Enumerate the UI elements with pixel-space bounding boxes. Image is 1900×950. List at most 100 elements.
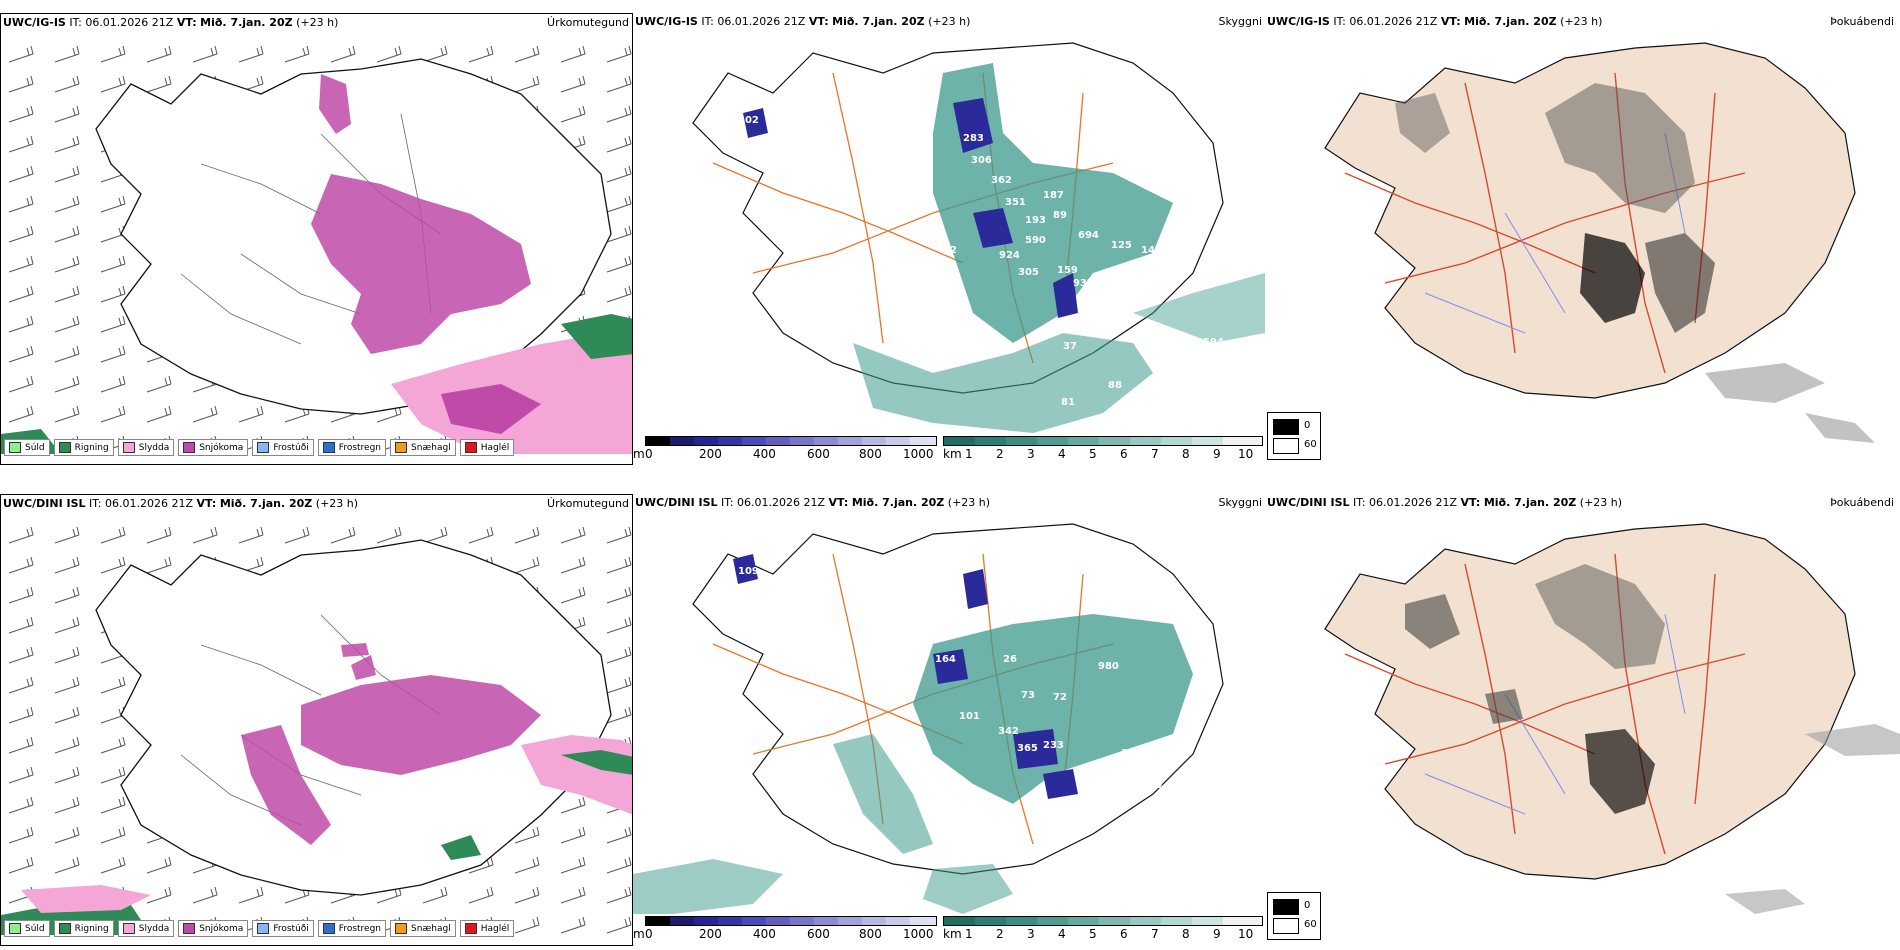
fog-high-label: 0	[1304, 420, 1311, 431]
legend-item-sleet: Slydda	[117, 439, 175, 456]
legend-label: Rigning	[74, 923, 109, 934]
visibility-tick: 2	[996, 927, 1004, 941]
cell-label: 342	[998, 726, 1019, 737]
legend-item-hail: Haglél	[459, 920, 515, 937]
lead-time: (+23 h)	[928, 15, 971, 28]
visibility-title: Skyggni	[1218, 15, 1262, 28]
visibility-tick: 5	[1089, 927, 1097, 941]
fog-title: Þokuábendi	[1830, 496, 1894, 509]
cell-label: 36	[1126, 768, 1140, 779]
cell-label: 147	[833, 904, 854, 915]
panel-title: UWC/IG-IS IT: 06.01.2026 21Z VT: Mið. 7.…	[1267, 15, 1602, 28]
cell-label: 102	[738, 115, 759, 126]
fog-panel-top: UWC/IG-IS IT: 06.01.2026 21Z VT: Mið. 7.…	[1265, 13, 1900, 465]
legend-label: Frostregn	[338, 923, 382, 934]
legend-label: Snæhagl	[411, 923, 451, 934]
cell-label: 980	[1098, 661, 1119, 672]
legend-item-drizzle: Súld	[4, 439, 50, 456]
valid-time: Mið. 7.jan. 20Z	[200, 16, 293, 29]
visibility-title: Skyggni	[1218, 496, 1262, 509]
visibility-tick: 9	[1213, 447, 1221, 461]
init-time: IT: 06.01.2026 21Z	[69, 16, 174, 29]
snow-swatch	[183, 923, 196, 934]
sleet-swatch	[122, 923, 135, 934]
cell-label: 125	[1121, 748, 1142, 759]
cell-label: 81	[1061, 397, 1075, 408]
cell-label: 89	[1053, 210, 1067, 221]
legend-label: Slydda	[138, 442, 170, 453]
cell-label: 365	[1017, 743, 1038, 754]
cell-label: 164	[935, 654, 956, 665]
legend-label: Súld	[25, 442, 45, 453]
snow-pellets-swatch	[395, 923, 408, 934]
legend-label: Frostregn	[338, 442, 382, 453]
cell-label: 233	[1043, 740, 1064, 751]
valid-time: Mið. 7.jan. 20Z	[1483, 496, 1577, 509]
model-name: UWC/IG-IS	[635, 15, 698, 28]
hail-swatch	[464, 923, 477, 934]
valid-label: VT:	[1440, 15, 1461, 28]
cell-label: 300	[1198, 816, 1219, 827]
precip-type-map-bottom	[1, 515, 632, 935]
ceiling-unit: m	[633, 927, 645, 941]
cell-label: 34	[1061, 816, 1075, 827]
cell-label: 263	[1088, 776, 1109, 787]
rain-swatch	[58, 442, 71, 453]
cell-label: 76	[943, 614, 957, 625]
visibility-tick: 9	[1213, 927, 1221, 941]
lead-time: (+23 h)	[947, 496, 991, 509]
legend-item-freezing-rain: Frostregn	[317, 439, 387, 456]
model-name: UWC/DINI ISL	[3, 497, 86, 510]
ceiling-tick: 600	[807, 927, 830, 941]
ceiling-unit: m	[633, 447, 645, 461]
cell-label: 97	[1225, 772, 1239, 783]
iceland-outline	[1324, 42, 1856, 399]
legend-item-snow: Snjókoma	[178, 920, 249, 937]
ceiling-tick: 200	[699, 927, 722, 941]
drizzle-swatch	[9, 442, 21, 453]
precip-legend: Súld Rigning Slydda Snjókoma Frostúði Fr…	[4, 439, 515, 456]
ceiling-colorbar-strip	[645, 436, 937, 446]
model-name: UWC/DINI ISL	[635, 496, 718, 509]
init-time: IT: 06.01.2026 21Z	[721, 496, 826, 509]
panel-title: UWC/DINI ISL IT: 06.01.2026 21Z VT: Mið.…	[635, 496, 990, 509]
visibility-tick: 4	[1058, 447, 1066, 461]
legend-item-freezing-drizzle: Frostúði	[252, 920, 314, 937]
visibility-tick: 10	[1238, 447, 1254, 461]
legend-label: Haglél	[480, 923, 510, 934]
panel-title: UWC/IG-IS IT: 06.01.2026 21Z VT: Mið. 7.…	[635, 15, 970, 28]
init-time: IT: 06.01.2026 21Z	[1333, 15, 1438, 28]
cell-label: 306	[971, 155, 992, 166]
cell-label: 80	[748, 584, 762, 595]
panel-title: UWC/IG-IS IT: 06.01.2026 21Z VT: Mið. 7.…	[3, 16, 338, 29]
legend-label: Frostúði	[273, 923, 309, 934]
cell-label: 159	[1057, 265, 1078, 276]
model-name: UWC/DINI ISL	[1267, 496, 1350, 509]
low-ceiling-cells	[733, 554, 1078, 799]
hail-swatch	[464, 442, 477, 453]
valid-time: Mið. 7.jan. 20Z	[832, 15, 925, 28]
freezing-drizzle-swatch	[257, 442, 270, 453]
visibility-panel-top: 102 283 306 362 187 351 193 89 590 694 9…	[633, 13, 1265, 465]
cell-label: 88	[1108, 380, 1122, 391]
panel-title: UWC/DINI ISL IT: 06.01.2026 21Z VT: Mið.…	[3, 497, 358, 510]
precip-type-map-top	[1, 34, 632, 454]
lead-time: (+23 h)	[315, 497, 359, 510]
cell-label: 305	[1018, 267, 1039, 278]
fog-panel-bottom: UWC/DINI ISL IT: 06.01.2026 21Z VT: Mið.…	[1265, 494, 1900, 946]
valid-time: Mið. 7.jan. 20Z	[219, 497, 313, 510]
precip-type-title: Úrkomutegund	[547, 16, 629, 29]
fog-low-swatch	[1273, 918, 1299, 934]
legend-item-rain: Rigning	[53, 439, 114, 456]
legend-label: Rigning	[74, 442, 109, 453]
legend-label: Slydda	[138, 923, 170, 934]
visibility-unit: km	[943, 447, 962, 461]
model-name: UWC/IG-IS	[3, 16, 66, 29]
cell-label: 37	[1063, 341, 1077, 352]
cell-label: 101	[959, 711, 980, 722]
rain-swatch	[58, 923, 71, 934]
visibility-tick: 3	[1027, 447, 1035, 461]
ceiling-tick: 200	[699, 447, 722, 461]
low-visibility-area	[933, 63, 1173, 343]
visibility-tick: 6	[1120, 447, 1128, 461]
